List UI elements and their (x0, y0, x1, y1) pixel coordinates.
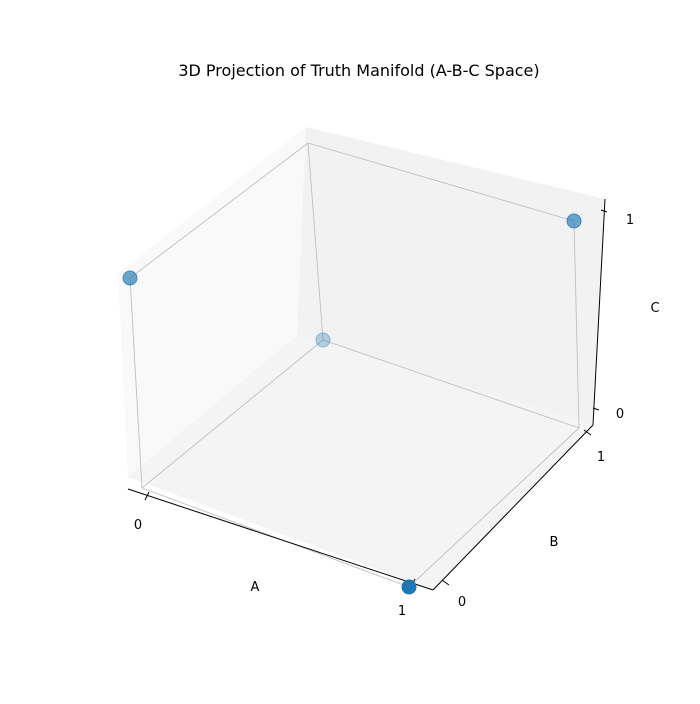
y-tick-mark (583, 429, 592, 436)
x-tick-label-0: 0 (134, 518, 142, 533)
grid-line (322, 339, 580, 429)
z-tick-label-0: 0 (616, 407, 624, 422)
grid-line (129, 142, 309, 279)
data-point-3 (566, 213, 582, 229)
grid-line (408, 427, 580, 588)
back-pane (297, 127, 605, 425)
x-axis-line (127, 488, 434, 591)
z-tick-mark (600, 209, 608, 213)
grid-line (573, 220, 580, 429)
z-axis-label: C (650, 301, 659, 316)
data-point-2 (122, 270, 138, 286)
y-tick-mark (441, 579, 450, 586)
grid-line (307, 142, 324, 341)
left-pane (118, 127, 306, 477)
grid-line (129, 277, 143, 489)
z-axis-line (592, 198, 606, 426)
data-point-0 (401, 579, 417, 595)
y-tick-label-0: 0 (458, 595, 466, 610)
y-axis-line (432, 424, 594, 591)
x-axis-label: A (251, 580, 260, 595)
x-tick-mark (144, 491, 150, 501)
grid-lines (129, 142, 580, 588)
grid-line (307, 142, 575, 222)
y-axis-label: B (550, 535, 559, 550)
chart-title: 3D Projection of Truth Manifold (A-B-C S… (178, 61, 539, 80)
floor-pane (128, 335, 593, 590)
data-point-1 (315, 332, 331, 348)
grid-line (141, 339, 324, 489)
z-tick-label-1: 1 (626, 213, 634, 228)
data-points (122, 213, 582, 595)
z-tick-mark (592, 407, 600, 411)
x-tick-label-1: 1 (398, 604, 406, 619)
y-tick-label-1: 1 (597, 450, 605, 465)
